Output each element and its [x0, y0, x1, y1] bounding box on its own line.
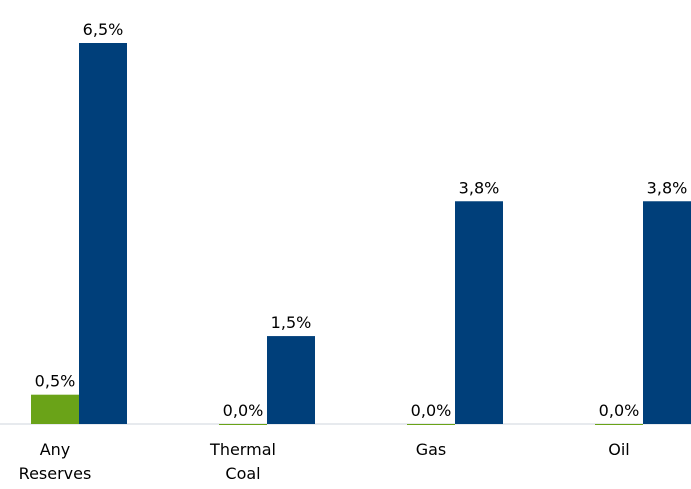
data-label-series2-cat1: 6,5%: [83, 20, 124, 39]
category-label-3-line1: Gas: [416, 440, 447, 459]
bar-series2-cat1: [79, 43, 127, 424]
bar-series1-cat1: [31, 394, 79, 424]
data-label-series1-cat4: 0,0%: [599, 401, 640, 420]
category-label-2-line2: Coal: [225, 464, 260, 483]
data-label-series1-cat1: 0,5%: [35, 372, 76, 391]
data-label-series1-cat2: 0,0%: [223, 401, 264, 420]
data-label-series2-cat2: 1,5%: [271, 313, 312, 332]
bar-series1-cat4: [595, 424, 643, 425]
bar-series1-cat2: [219, 424, 267, 425]
bar-series2-cat3: [455, 201, 503, 424]
bar-series2-cat2: [267, 336, 315, 424]
bar-series1-cat3: [407, 424, 455, 425]
category-label-1-line1: Any: [40, 440, 71, 459]
category-label-2-line1: Thermal: [209, 440, 276, 459]
category-label-1-line2: Reserves: [19, 464, 92, 483]
data-label-series1-cat3: 0,0%: [411, 401, 452, 420]
bar-series2-cat4: [643, 201, 691, 424]
data-label-series2-cat4: 3,8%: [647, 178, 688, 197]
data-label-series2-cat3: 3,8%: [459, 178, 500, 197]
category-label-4-line1: Oil: [608, 440, 629, 459]
